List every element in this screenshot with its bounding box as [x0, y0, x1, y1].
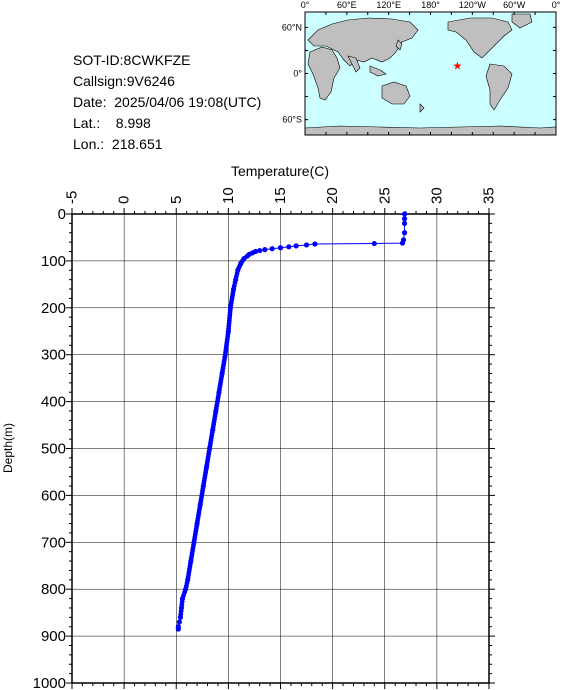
map-lon-label: 0°	[552, 0, 561, 10]
map-lon-label: 60°E	[337, 0, 357, 10]
observation-date: Date: 2025/04/06 19:08(UTC)	[73, 94, 262, 110]
land-south-america	[485, 63, 513, 111]
world-map-inset: 0° 60°E 120°E 180° 120°W 60°W 0° 60°N 0° 60°S ★	[282, 0, 561, 136]
temperature-point	[217, 387, 222, 392]
y-tick-label: 100	[41, 253, 66, 270]
temperature-point	[204, 462, 210, 467]
temperature-point	[401, 211, 408, 217]
y-tick-label: 400	[41, 394, 66, 411]
temperature-point	[175, 626, 181, 632]
x-tick-label: 0	[116, 196, 133, 204]
station-info: SOT-ID:8CWKFZE Callsign:9V6246 Date: 202…	[73, 50, 261, 155]
temperature-point	[269, 246, 275, 252]
temperature-point	[401, 220, 408, 226]
temperature-point	[399, 240, 406, 246]
temperature-point	[233, 274, 239, 279]
temperature-point	[213, 405, 219, 411]
x-tick-label: 15	[272, 187, 289, 204]
x-tick-label: 30	[428, 187, 445, 204]
y-tick-label: 500	[41, 441, 66, 458]
temperature-point	[185, 574, 191, 580]
temperature-point	[236, 265, 242, 271]
land-eurasia	[307, 17, 419, 67]
temperature-point	[401, 216, 408, 222]
temperature-point	[188, 555, 194, 561]
temperature-point	[226, 326, 232, 332]
profile-plot: -5 0 5 10 15 20 25 30 35 0 100 200 300 400 500 600 700 8…	[1, 163, 498, 690]
temperature-point	[178, 611, 184, 617]
x-tick-label: 20	[324, 187, 341, 204]
temperature-point	[401, 230, 408, 236]
callsign: Callsign:9V6246	[73, 73, 175, 89]
map-location-marker: ★	[453, 61, 463, 73]
temperature-series	[175, 211, 408, 632]
map-lat-label: 60°N	[282, 22, 302, 32]
y-tick-label: 1000	[33, 675, 66, 690]
temperature-point	[293, 243, 299, 249]
land-india	[347, 55, 361, 73]
y-tick-label: 0	[58, 206, 66, 223]
land-africa	[307, 46, 341, 101]
temperature-point	[240, 258, 245, 264]
land-new-zealand	[419, 103, 425, 113]
temperature-point	[223, 349, 228, 355]
land-japan	[395, 39, 403, 51]
temperature-point	[220, 368, 225, 374]
map-lon-label: 0°	[301, 0, 310, 10]
land-australia	[381, 81, 411, 105]
y-axis-label: Depth(m)	[1, 423, 15, 473]
temperature-point	[195, 518, 200, 524]
land-se-asia	[369, 65, 387, 77]
temperature-point	[228, 302, 234, 308]
land-north-america	[447, 17, 513, 59]
x-tick-label: 10	[220, 187, 237, 204]
sot-id: SOT-ID:8CWKFZE	[73, 52, 191, 68]
temperature-point	[277, 245, 284, 251]
map-lon-label: 120°W	[459, 0, 487, 10]
temperature-point	[183, 583, 189, 589]
map-frame-ticks	[304, 12, 557, 135]
temperature-point	[198, 499, 204, 505]
temperature-point	[181, 593, 186, 598]
y-tick-label: 200	[41, 300, 66, 317]
map-lat-labels: 60°N 0° 60°S	[282, 22, 303, 124]
temperature-point	[231, 283, 237, 289]
temperature-point	[176, 619, 182, 625]
y-tick-label: 900	[41, 628, 66, 645]
x-tick-label: -5	[64, 191, 81, 204]
temperature-point	[179, 602, 185, 608]
temperature-point	[262, 247, 268, 253]
map-lat-label: 60°S	[282, 115, 302, 125]
temperature-point	[371, 240, 377, 247]
map-lat-label: 0°	[293, 69, 302, 79]
y-tick-label: 700	[41, 534, 66, 551]
temperature-point	[207, 443, 213, 449]
y-tick-label: 800	[41, 581, 66, 598]
x-tick-label: 35	[481, 187, 498, 204]
map-lon-label: 180°	[421, 0, 440, 10]
x-tick-label: 5	[168, 196, 185, 204]
temperature-point	[312, 241, 318, 247]
x-tick-label: 25	[376, 187, 393, 204]
temperature-point	[286, 244, 292, 250]
map-lon-labels: 0° 60°E 120°E 180° 120°W 60°W 0°	[301, 0, 561, 10]
longitude: Lon.: 218.651	[73, 136, 163, 152]
latitude: Lat.: 8.998	[73, 115, 151, 131]
temperature-point	[257, 247, 263, 254]
temperature-point	[210, 424, 216, 430]
x-tick-labels: -5 0 5 10 15 20 25 30 35	[64, 187, 498, 204]
y-tick-label: 600	[41, 487, 66, 504]
map-lon-label: 60°W	[503, 0, 526, 10]
temperature-point	[303, 242, 310, 248]
map-lon-label: 120°E	[376, 0, 401, 10]
temperature-point	[201, 480, 207, 486]
x-axis-label: Temperature(C)	[231, 163, 329, 179]
plot-frame	[71, 213, 490, 684]
temperature-point	[192, 537, 197, 543]
land-greenland	[511, 13, 533, 29]
map-land	[304, 13, 557, 136]
y-tick-labels: 0 100 200 300 400 500 600 700 800 900 1000	[33, 206, 66, 690]
y-tick-label: 300	[41, 347, 66, 364]
